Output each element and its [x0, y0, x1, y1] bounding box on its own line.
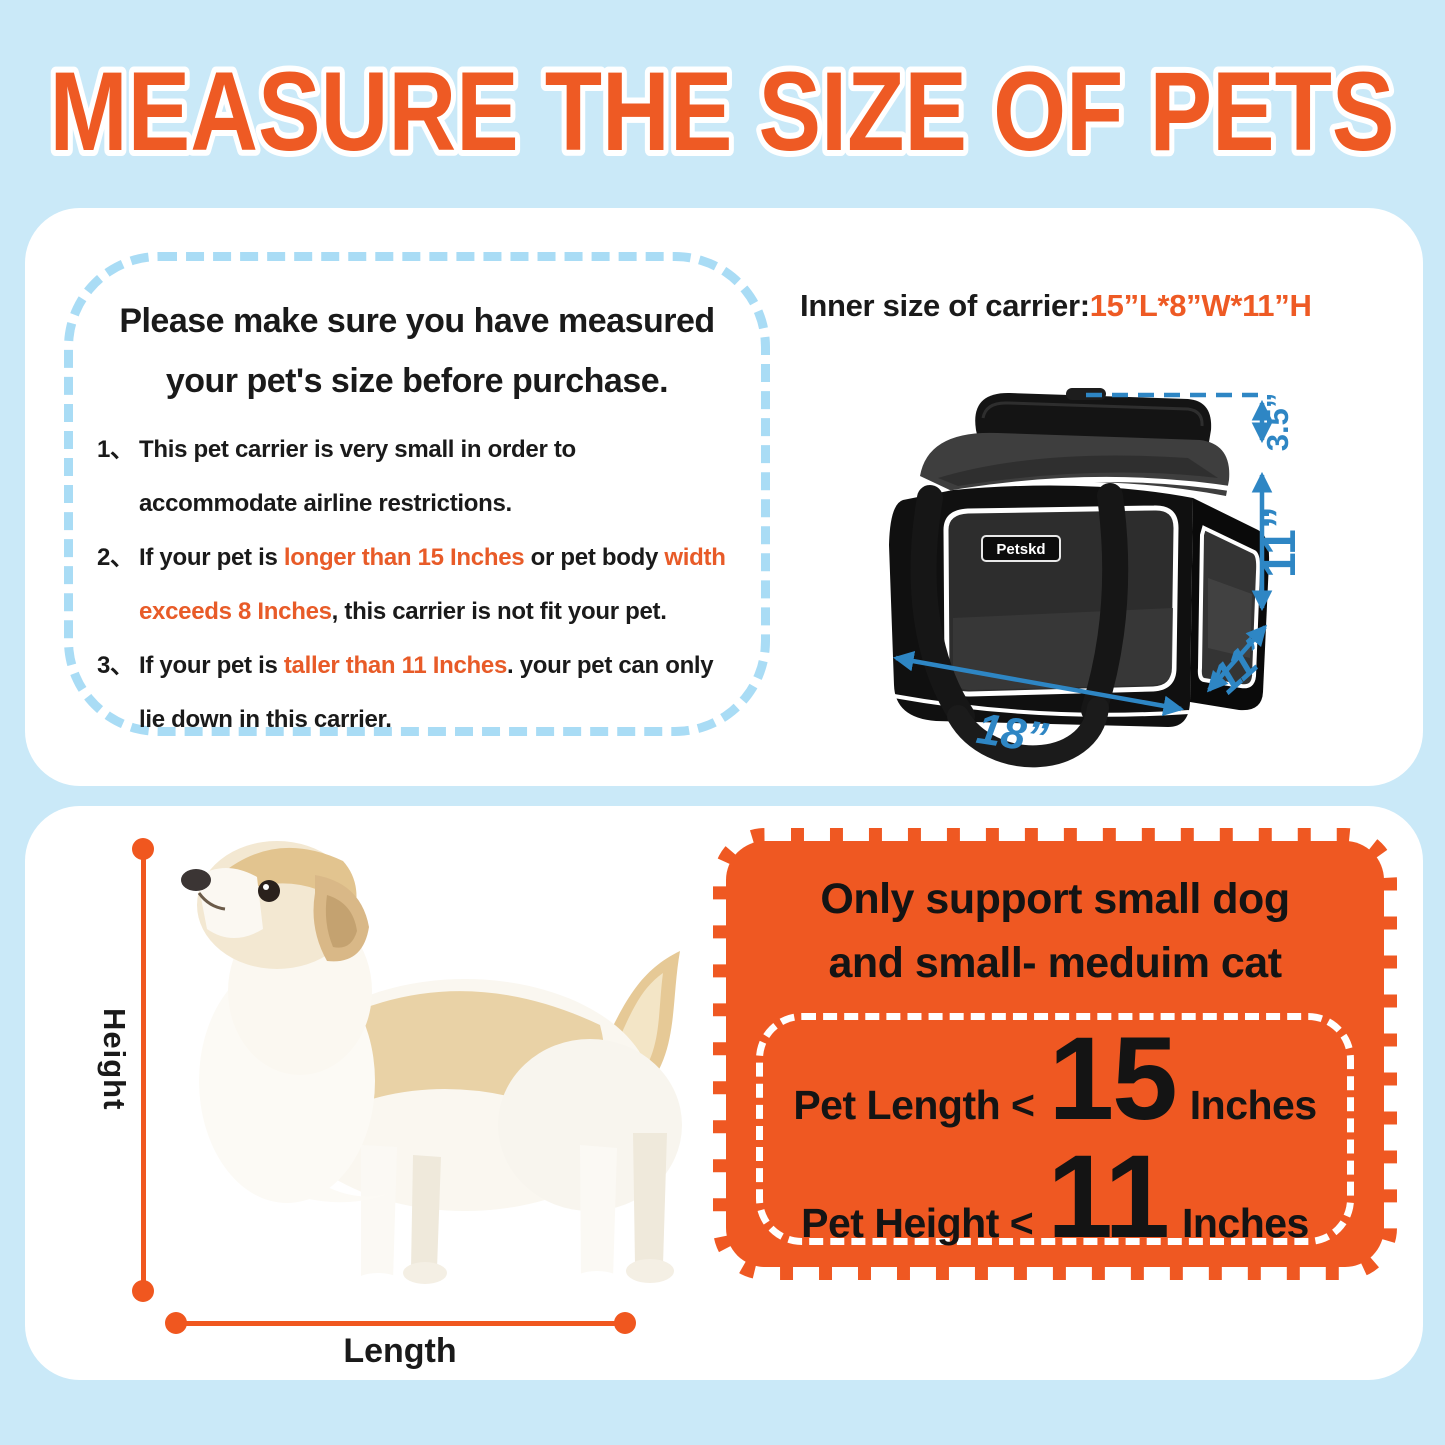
item-text: , this carrier is not fit your pet.	[331, 598, 667, 625]
item-number: 1、	[97, 436, 134, 463]
support-title-line1: Only support small dog	[820, 875, 1290, 923]
height-label: Height	[97, 1008, 132, 1111]
item-text-highlight: longer than 15 Inches	[283, 544, 525, 571]
support-title: Only support small dog and small- meduim…	[726, 867, 1384, 995]
dim-label-11-height: 11”	[1253, 506, 1298, 578]
support-title-line2: and small- meduim cat	[828, 939, 1282, 987]
pet-length-unit: Inches	[1189, 1082, 1317, 1128]
carrier-body: Petskd	[889, 388, 1270, 768]
dog-photo	[181, 841, 682, 1295]
item-text: . your pet can only lie down in this car…	[139, 652, 714, 733]
dimension-arrow-18	[892, 650, 1185, 717]
item-text: This pet carrier is very small in order …	[139, 436, 576, 517]
dim-label-18: 18”	[973, 704, 1051, 763]
item-text: If your pet is	[139, 652, 284, 679]
dimension-arrow-11-depth	[1206, 624, 1268, 693]
size-limits-box: Pet Length < 15 Inches Pet Height < 11 I…	[756, 1013, 1354, 1256]
item-text: If your pet is	[139, 544, 284, 571]
pet-height-value: 11	[1047, 1131, 1170, 1263]
item-text-highlight: width exceeds 8 Inches	[139, 544, 726, 625]
page-title: MEASURE THE SIZE OF PETS	[50, 49, 1395, 174]
dim-label-3-5: 3.5”	[1260, 393, 1295, 452]
height-line-bottom-dot	[132, 1280, 154, 1302]
item-number: 2、	[97, 544, 134, 571]
pet-height-unit: Inches	[1181, 1200, 1309, 1246]
height-measure-line	[141, 856, 146, 1284]
instruction-item-3: 3、 If your pet is taller than 11 Inches.…	[93, 639, 737, 747]
pet-carrier-photo: Petskd 3.5” 11” 11” 18”	[889, 388, 1298, 768]
carrier-size-value: 15”L*8”W*11”H	[1089, 288, 1312, 323]
length-label: Length	[343, 1332, 457, 1370]
length-measure-line	[176, 1321, 625, 1326]
support-size-stamp: Only support small dog and small- meduim…	[713, 828, 1397, 1280]
pet-length-value: 15	[1048, 1013, 1178, 1145]
pet-length-label: Pet Length <	[793, 1082, 1035, 1128]
instructions-box: Please make sure you have measured your …	[64, 252, 770, 736]
pet-height-limit-row: Pet Height < 11 Inches	[763, 1138, 1347, 1256]
page-title-art: MEASURE THE SIZE OF PETS	[44, 43, 1401, 180]
instructions-heading: Please make sure you have measured your …	[119, 302, 715, 400]
instructions-list: 1、 This pet carrier is very small in ord…	[93, 423, 737, 747]
item-number: 3、	[97, 652, 134, 679]
height-line-top-dot	[132, 838, 154, 860]
instruction-item-1: 1、 This pet carrier is very small in ord…	[93, 423, 737, 531]
item-text-highlight: taller than 11 Inches	[283, 652, 507, 679]
dog-illustration	[181, 841, 682, 1295]
pet-length-limit-row: Pet Length < 15 Inches	[763, 1020, 1347, 1138]
item-text: or pet body	[524, 544, 665, 571]
pet-height-label: Pet Height <	[801, 1200, 1034, 1246]
carrier-inner-size-heading: Inner size of carrier:15”L*8”W*11”H	[800, 288, 1420, 324]
carrier-logo: Petskd	[996, 541, 1045, 558]
length-line-right-dot	[614, 1312, 636, 1334]
instruction-item-2: 2、 If your pet is longer than 15 Inches …	[93, 531, 737, 639]
carrier-size-label: Inner size of carrier:	[800, 288, 1090, 323]
